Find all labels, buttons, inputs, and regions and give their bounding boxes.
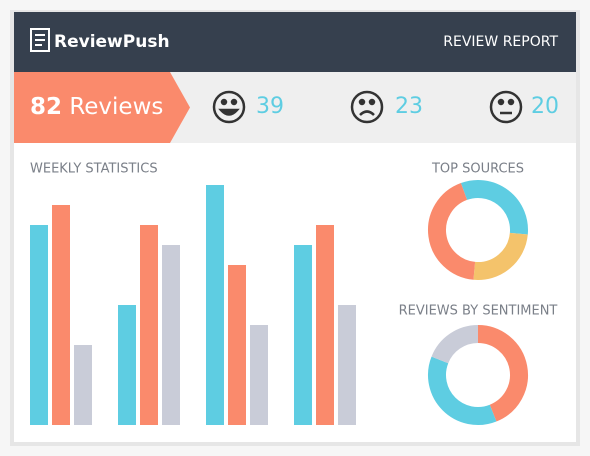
chart-title: REVIEWS BY SENTIMENT <box>399 304 558 319</box>
donut-segment <box>477 325 528 422</box>
bar <box>74 345 92 425</box>
count: 82 <box>30 94 62 120</box>
donut-segment <box>460 180 528 235</box>
chart-title: TOP SOURCES <box>431 162 524 177</box>
summary-highlight <box>14 72 190 143</box>
donut-segment <box>428 356 497 425</box>
negative-count: 23 <box>395 94 423 119</box>
bar <box>52 205 70 425</box>
bar <box>316 225 334 425</box>
logo-text: ReviewPush <box>54 32 170 52</box>
count-label: Reviews <box>69 94 163 120</box>
donut-segment <box>431 325 479 364</box>
bar <box>294 245 312 425</box>
bar <box>206 185 224 425</box>
chart-title: WEEKLY STATISTICS <box>30 162 158 177</box>
positive-count: 39 <box>256 94 284 119</box>
header-title: REVIEW REPORT <box>443 34 558 50</box>
header-bar <box>14 12 576 72</box>
review-count: 82 Reviews <box>30 94 163 120</box>
donut-segment <box>428 183 476 280</box>
bar <box>162 245 180 425</box>
donut-segment <box>473 232 528 280</box>
bar <box>118 305 136 425</box>
bar <box>30 225 48 425</box>
bar <box>228 265 246 425</box>
face-icons <box>212 90 523 124</box>
logo-icon <box>30 28 50 52</box>
bar <box>250 325 268 425</box>
bar <box>338 305 356 425</box>
bar <box>140 225 158 425</box>
neutral-count: 20 <box>531 94 559 119</box>
